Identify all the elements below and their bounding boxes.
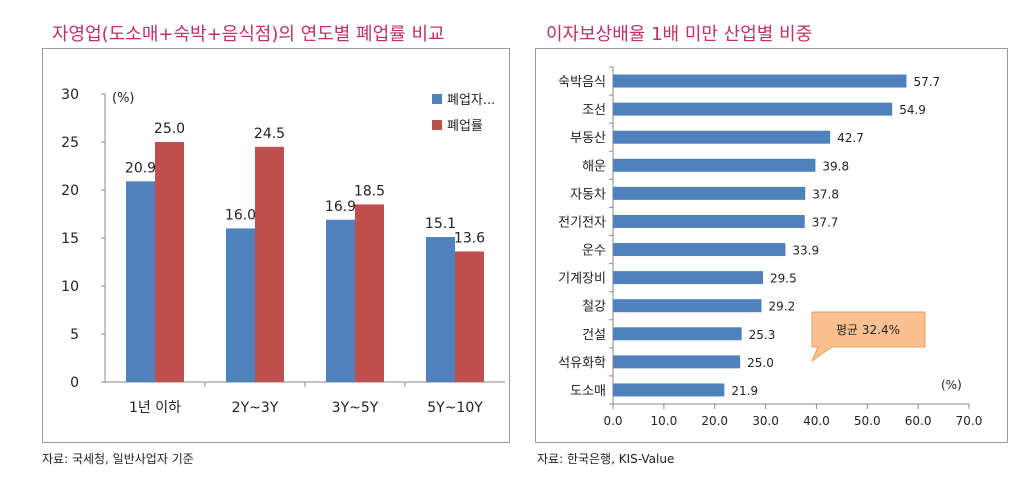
bar-data-label: 37.7 [812,215,839,229]
y-tick-label: 25 [61,135,79,151]
bar [613,243,786,257]
y-tick-label: 5 [70,327,79,343]
bar-data-label: 16.9 [325,199,356,215]
y-category-label: 조선 [582,103,606,118]
bar [613,355,741,369]
bar-data-label: 29.5 [770,272,797,286]
y-category-label: 숙박음식 [558,75,606,90]
bar-closure-rate [355,204,384,382]
bar-data-label: 21.9 [731,384,758,398]
y-tick-label: 20 [61,183,79,199]
bar-data-label: 37.8 [812,187,839,201]
x-category-label: 5Y~10Y [427,400,483,416]
bar [613,158,816,172]
x-tick-label: 50.0 [854,414,881,428]
left-bar-chart: 0 5 10 15 20 25 30 (%) 1년 이하 20.9 25.0 2Y~3Y 16.0 24.… [61,87,505,416]
x-tick-label: 40.0 [803,414,830,428]
right-chart-title: 이자보상배율 1배 미만 산업별 비중 [546,24,813,45]
y-category-label: 석유화학 [558,356,606,371]
y-category-label: 도소매 [570,384,606,399]
bar [613,102,893,116]
left-source-note: 자료: 국세청, 일반사업자 기준 [42,452,194,466]
bar-data-label: 24.5 [254,126,285,142]
right-chart-panel: 0.0 10.0 20.0 30.0 40.0 50.0 60.0 70.0 (%) 숙박음식 57… [535,48,1008,443]
bar [613,299,762,313]
bar-data-label: 42.7 [837,131,864,145]
bar-closures [326,219,355,382]
y-tick-label: 30 [61,87,79,103]
bar-closure-rate [155,142,184,382]
bar-data-label: 13.6 [454,230,485,246]
y-category-label: 전기전자 [558,215,606,230]
bar-data-label: 25.0 [747,356,774,370]
left-chart-title: 자영업(도소매+숙박+음식점)의 연도별 폐업률 비교 [52,24,445,45]
y-tick-label: 10 [61,279,79,295]
x-tick-label: 0.0 [603,414,622,428]
bar-data-label: 57.7 [913,75,940,89]
bar-data-label: 25.0 [154,121,185,137]
y-tick-label: 0 [70,375,79,391]
legend-label: 폐업자... [447,93,495,108]
y-category-label: 부동산 [570,131,606,146]
legend-label: 폐업률 [447,119,483,134]
x-tick-label: 10.0 [650,414,677,428]
right-source-note: 자료: 한국은행, KIS-Value [537,452,675,466]
bar [613,214,805,228]
y-category-label: 건설 [582,328,606,343]
x-category-label: 2Y~3Y [232,400,279,416]
x-tick-label: 70.0 [956,414,983,428]
average-callout-text: 평균 32.4% [836,323,900,337]
bar-data-label: 54.9 [899,103,926,117]
y-unit-label: (%) [112,91,135,106]
x-category-label: 1년 이하 [129,400,181,416]
x-tick-label: 20.0 [701,414,728,428]
bar-data-label: 39.8 [822,159,849,173]
bar-closure-rate [455,251,484,382]
right-bar-chart: 0.0 10.0 20.0 30.0 40.0 50.0 60.0 70.0 (%) 숙박음식 57… [558,66,983,428]
x-tick-label: 30.0 [752,414,779,428]
bar-data-label: 18.5 [354,183,385,199]
bar-data-label: 29.2 [769,300,796,314]
bar-closures [226,228,255,382]
x-unit-label: (%) [941,378,962,392]
average-callout-box [810,311,926,363]
bar-data-label: 25.3 [749,328,776,342]
y-category-label: 운수 [582,244,606,259]
bar [613,327,742,341]
bar [613,271,764,285]
bar-data-label: 20.9 [125,160,156,176]
bar [613,383,725,397]
x-tick-label: 60.0 [905,414,932,428]
y-category-label: 해운 [582,159,606,174]
legend-swatch [432,94,442,104]
x-category-label: 3Y~5Y [332,400,379,416]
y-category-label: 철강 [582,300,606,315]
bar [613,130,831,144]
y-category-label: 기계장비 [558,272,606,287]
y-tick-label: 15 [61,231,79,247]
bar [613,186,806,200]
bar-closures [126,181,155,382]
bar-data-label: 33.9 [792,244,819,258]
bar-data-label: 15.1 [425,216,456,232]
legend-swatch [432,120,442,130]
bar [613,74,907,88]
left-chart-panel: 0 5 10 15 20 25 30 (%) 1년 이하 20.9 25.0 2Y~3Y 16.0 24.… [42,48,510,443]
y-category-label: 자동차 [570,187,606,202]
bar-closures [426,237,455,382]
bar-closure-rate [255,146,284,382]
bar-data-label: 16.0 [225,207,256,223]
